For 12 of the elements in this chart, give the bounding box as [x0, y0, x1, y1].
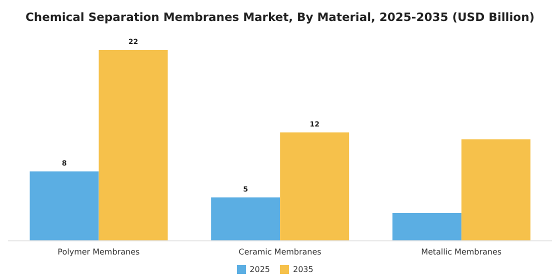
legend-label: 2035	[293, 264, 314, 274]
chart-title: Chemical Separation Membranes Market, By Material, 2025-2035 (USD Billion)	[24, 9, 536, 26]
x-tick-label: Polymer Membranes	[58, 247, 140, 256]
bar	[392, 212, 462, 241]
bar	[98, 50, 168, 241]
bar	[211, 197, 280, 241]
x-tick-label: Metallic Membranes	[421, 247, 502, 256]
legend-label: 2025	[250, 264, 270, 274]
bar	[30, 171, 99, 241]
bar	[461, 139, 530, 241]
bar	[280, 132, 350, 241]
x-tick-label: Ceramic Membranes	[238, 247, 322, 256]
